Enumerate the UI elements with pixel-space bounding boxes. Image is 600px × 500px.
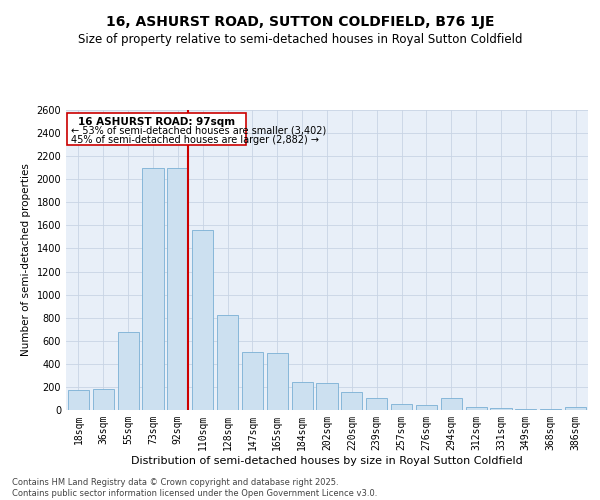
Y-axis label: Number of semi-detached properties: Number of semi-detached properties bbox=[21, 164, 31, 356]
Bar bbox=[341, 392, 362, 410]
Bar bbox=[391, 404, 412, 410]
X-axis label: Distribution of semi-detached houses by size in Royal Sutton Coldfield: Distribution of semi-detached houses by … bbox=[131, 456, 523, 466]
Bar bbox=[68, 390, 89, 410]
Bar bbox=[93, 388, 114, 410]
Bar bbox=[267, 354, 288, 410]
Bar bbox=[416, 405, 437, 410]
Bar bbox=[366, 398, 387, 410]
Bar bbox=[242, 352, 263, 410]
FancyBboxPatch shape bbox=[67, 114, 246, 145]
Bar bbox=[316, 383, 338, 410]
Text: Size of property relative to semi-detached houses in Royal Sutton Coldfield: Size of property relative to semi-detach… bbox=[78, 32, 522, 46]
Bar bbox=[292, 382, 313, 410]
Text: 45% of semi-detached houses are larger (2,882) →: 45% of semi-detached houses are larger (… bbox=[71, 135, 319, 145]
Text: 16, ASHURST ROAD, SUTTON COLDFIELD, B76 1JE: 16, ASHURST ROAD, SUTTON COLDFIELD, B76 … bbox=[106, 15, 494, 29]
Bar bbox=[441, 398, 462, 410]
Bar bbox=[515, 409, 536, 410]
Bar bbox=[466, 406, 487, 410]
Bar bbox=[192, 230, 213, 410]
Bar bbox=[167, 168, 188, 410]
Bar bbox=[118, 332, 139, 410]
Text: ← 53% of semi-detached houses are smaller (3,402): ← 53% of semi-detached houses are smalle… bbox=[71, 126, 326, 136]
Bar bbox=[490, 408, 512, 410]
Bar bbox=[217, 316, 238, 410]
Bar bbox=[142, 168, 164, 410]
Text: Contains HM Land Registry data © Crown copyright and database right 2025.
Contai: Contains HM Land Registry data © Crown c… bbox=[12, 478, 377, 498]
Text: 16 ASHURST ROAD: 97sqm: 16 ASHURST ROAD: 97sqm bbox=[78, 117, 235, 127]
Bar bbox=[565, 406, 586, 410]
